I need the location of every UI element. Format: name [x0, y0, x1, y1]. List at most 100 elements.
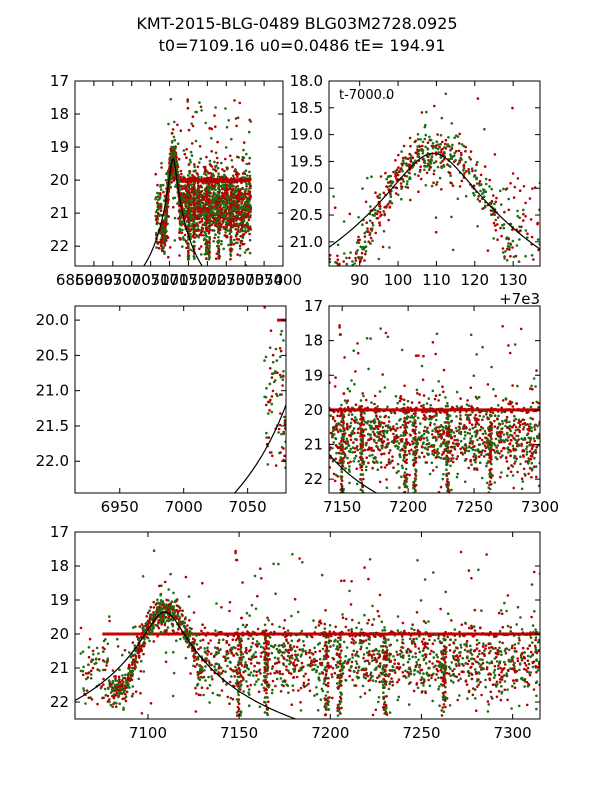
p2-point: [376, 217, 379, 220]
p1-point: [202, 210, 205, 213]
p4-point: [486, 482, 489, 485]
p2-point: [492, 237, 495, 240]
p2-point: [369, 205, 372, 208]
p4-point: [504, 419, 507, 422]
p4-point: [524, 437, 527, 440]
p4-point: [518, 426, 521, 429]
p4-point: [368, 446, 371, 449]
p4-point: [349, 390, 352, 393]
p1-point: [187, 183, 190, 186]
p4-point: [533, 457, 536, 460]
p4-point: [352, 446, 355, 449]
p1-point: [170, 98, 173, 101]
p4-point: [522, 455, 525, 458]
p4-point: [352, 460, 355, 463]
p4-point: [429, 473, 432, 476]
p1-point: [198, 161, 201, 164]
p4-point: [502, 422, 505, 425]
p1-point: [248, 162, 251, 165]
p4-point: [384, 466, 387, 469]
p2-point: [441, 141, 444, 144]
p1-point: [229, 250, 232, 253]
p4-point: [431, 429, 434, 432]
p1-point: [195, 215, 198, 218]
p1-point: [198, 221, 201, 224]
p4-point: [347, 387, 350, 390]
p4-point: [461, 446, 464, 449]
p2-point: [445, 139, 448, 142]
p3-point: [274, 370, 277, 373]
p1-xtick-label: 7400: [264, 271, 302, 289]
p3-point: [282, 447, 285, 450]
p4-point: [349, 461, 352, 464]
p1-point: [227, 119, 230, 122]
p4-point: [435, 430, 438, 433]
p4-point: [443, 448, 446, 451]
p2-point: [497, 216, 500, 219]
p1-point: [246, 174, 249, 177]
p1-point: [218, 215, 221, 218]
p2-point: [512, 172, 515, 175]
p2-point: [451, 144, 454, 147]
p2-point: [353, 262, 356, 265]
p1-point: [188, 258, 191, 261]
p4-point: [401, 440, 404, 443]
p2-point: [477, 97, 480, 100]
p4-point: [442, 433, 445, 436]
p4-point: [436, 333, 439, 336]
p2-point: [440, 167, 443, 170]
p4-point: [451, 454, 454, 457]
p2-point: [519, 189, 522, 192]
p4-point: [493, 420, 496, 423]
p2-point: [409, 157, 412, 160]
p4-point: [510, 471, 513, 474]
p4-point: [437, 399, 440, 402]
p4-point: [484, 432, 487, 435]
p1-point: [200, 245, 203, 248]
p4-point: [484, 444, 487, 447]
p4-point: [418, 393, 421, 396]
p2-xtick-label: 100: [384, 271, 413, 289]
p2-point: [503, 257, 506, 260]
p4-point: [429, 404, 432, 407]
p4-point: [523, 473, 526, 476]
p1-point: [205, 239, 208, 242]
p4-point: [375, 414, 378, 417]
p4-point: [353, 383, 356, 386]
p2-point: [424, 124, 427, 127]
p2-point: [450, 216, 453, 219]
p4-point: [441, 429, 444, 432]
p1-point: [213, 237, 216, 240]
p2-point: [433, 173, 436, 176]
p1-point: [208, 240, 211, 243]
p4-point: [434, 451, 437, 454]
p4-point: [342, 424, 345, 427]
p1-point: [245, 153, 248, 156]
p1-point: [220, 211, 223, 214]
p1-point: [237, 210, 240, 213]
p2-point: [503, 227, 506, 230]
p1-point: [213, 191, 216, 194]
p4-point: [344, 399, 347, 402]
p4-point: [475, 430, 478, 433]
p2-point: [427, 141, 430, 144]
p1-point: [243, 212, 246, 215]
p1-point: [182, 178, 185, 181]
p4-point: [481, 439, 484, 442]
p4-point: [335, 438, 338, 441]
p2-point: [343, 220, 346, 223]
p2-point: [378, 258, 381, 261]
p1-point: [186, 100, 189, 103]
p2-point: [518, 217, 521, 220]
p1-point: [227, 181, 230, 184]
p1-point: [208, 227, 211, 230]
p2-point: [435, 231, 438, 234]
p2-point: [459, 185, 462, 188]
p4-point: [377, 468, 380, 471]
p4-point: [470, 386, 473, 389]
p4-point: [498, 441, 501, 444]
p2-point: [480, 174, 483, 177]
p1-point: [237, 116, 240, 119]
p4-point: [462, 427, 465, 430]
p4-point: [474, 419, 477, 422]
